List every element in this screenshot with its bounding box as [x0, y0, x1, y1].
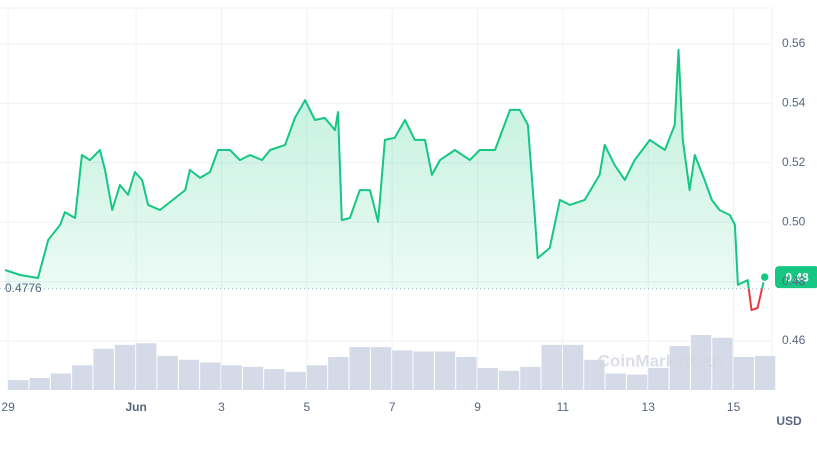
volume-bar — [178, 359, 200, 390]
volume-bar — [221, 365, 242, 390]
volume-bar — [456, 357, 477, 390]
volume-bar — [626, 374, 648, 390]
volume-bar — [114, 344, 136, 390]
price-badge-label: 0.48 — [785, 270, 809, 284]
volume-bar — [349, 347, 370, 390]
volume-bar — [434, 351, 456, 390]
volume-bar — [136, 343, 157, 390]
volume-bar — [29, 377, 50, 390]
volume-bar — [200, 362, 221, 390]
volume-bar — [370, 347, 392, 390]
volume-bar — [669, 346, 690, 390]
volume-bar — [498, 370, 520, 390]
price-area — [5, 49, 765, 289]
price-line — [4, 48, 766, 289]
volume-bar — [712, 337, 733, 390]
y-tick-label: 0.52 — [782, 155, 806, 169]
volume-bar — [50, 373, 72, 390]
y-tick-label: 0.48 — [782, 274, 806, 288]
volume-bar — [648, 368, 669, 390]
x-tick-label: 13 — [642, 400, 656, 414]
volume-bar — [328, 357, 349, 390]
x-tick-label: 5 — [303, 400, 310, 414]
volume-bar — [157, 355, 178, 390]
volume-bar — [93, 348, 114, 390]
volume-bar — [733, 357, 754, 390]
y-tick-label: 0.50 — [782, 214, 806, 228]
volume-bar — [8, 380, 29, 390]
current-dot — [759, 271, 770, 283]
watermark: CoinMarketCap — [598, 351, 723, 370]
y-tick-label: 0.54 — [782, 96, 806, 110]
volume-bar — [754, 355, 776, 390]
y-tick-label: 0.56 — [782, 36, 806, 50]
volume-bar — [477, 368, 498, 390]
y-tick-label: 0.46 — [782, 333, 806, 347]
volume-bar — [584, 359, 605, 390]
price-badge — [775, 266, 817, 289]
x-tick-label: 29 — [1, 400, 15, 414]
volume-bar — [541, 344, 562, 390]
volume-bar — [562, 344, 584, 390]
volume-bar — [306, 365, 328, 390]
volume-bar — [242, 366, 264, 390]
volume-bar — [285, 371, 306, 390]
x-tick-label: 9 — [474, 400, 481, 414]
volume-bar — [72, 365, 93, 390]
x-tick-label: Jun — [125, 400, 146, 414]
x-tick-label: 3 — [218, 400, 225, 414]
x-tick-label: 15 — [727, 400, 741, 414]
volume-bar — [520, 366, 541, 390]
x-tick-label: 11 — [557, 400, 570, 414]
volume-bar — [392, 350, 413, 390]
volume-bar — [264, 369, 285, 390]
volume-bar — [605, 373, 626, 390]
currency-label: USD — [776, 414, 802, 428]
x-tick-label: 7 — [389, 400, 396, 414]
volume-bar — [690, 335, 712, 390]
volume-bar — [413, 351, 434, 390]
reference-label: 0.4776 — [5, 281, 42, 295]
